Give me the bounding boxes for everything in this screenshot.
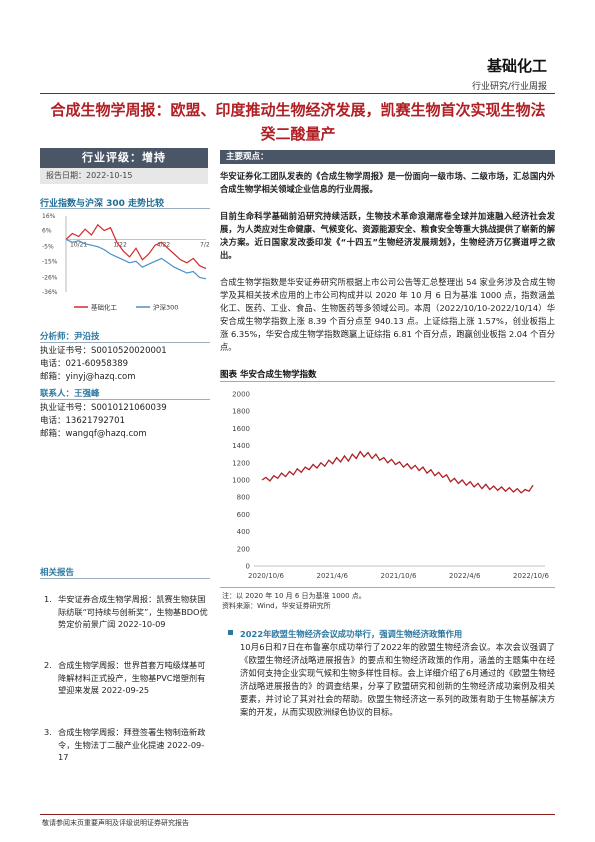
index-comparison-chart: 16%6%-5%-15%-26%-36%10/211/224/227/22基础化… [42,213,210,312]
y-tick-label: 200 [237,545,250,553]
y-tick-label: 800 [237,494,250,502]
related-report-item[interactable]: 3. 合成生物学周报：拜登签署生物制造新政令，生物法丁二酸产业化提速 2022-… [44,726,209,764]
y-tick-label: 1400 [232,442,250,450]
eu-conference-heading: 2022年欧盟生物经济会议成功举行，强调生物经济政策作用 [240,629,463,639]
related-report-number: 1. [44,594,52,604]
report-category: 基础化工 [486,57,547,75]
index-comparison-title: 行业指数与沪深 300 走势比较 [40,199,165,209]
x-tick-label: 7/22 [200,241,210,248]
related-report-text: 合成生物学周报：世界首套万吨级煤基可降解材料正式投产，生物基PVC增塑剂有望迎来… [58,660,206,695]
series-line [65,223,207,270]
y-tick-label: 2000 [232,391,250,399]
analyst-phone: 电话：021-60958389 [40,359,129,369]
report-date: 报告日期：2022-10-15 [40,168,208,184]
x-tick-label: 10/21 [70,241,87,248]
contact-label: 联系人：王强峰 [40,389,100,399]
bullet-icon [228,630,233,635]
related-report-number: 3. [44,727,52,737]
figure-divider [220,381,555,382]
series-line [65,238,207,280]
key-points-heading: 主要观点： [220,150,555,164]
y-tick-label: 0 [246,563,250,571]
x-tick-label: 1/22 [113,241,127,248]
x-tick-label: 2022/10/6 [513,572,549,580]
report-type: 行业研究/行业周报 [471,82,547,92]
intro-paragraph: 华安证券化工团队发表的《合成生物学周报》是一份面向一级市场、二级市场，汇总国内外… [220,171,555,194]
contact-email[interactable]: 邮箱：wangqf@hazq.com [40,429,147,439]
analyst-cert: 执业证书号：S0010520020001 [40,346,167,356]
contact-cert: 执业证书号：S0010121060039 [40,403,167,413]
y-tick-label: -36% [42,289,58,296]
legend-label: 基础化工 [91,303,118,312]
related-report-number: 2. [44,660,52,670]
y-tick-label: -5% [42,244,54,251]
x-tick-label: 2021/10/6 [381,572,417,580]
related-reports-title: 相关报告 [40,568,75,578]
footer-divider [40,814,555,815]
x-tick-label: 2021/4/6 [317,572,349,580]
section-divider [40,578,210,579]
section-divider [40,208,210,209]
section-divider [40,342,210,343]
y-tick-label: 600 [237,511,250,519]
x-tick-label: 2022/4/6 [449,572,481,580]
y-tick-label: 400 [237,528,250,536]
section-divider [40,399,210,400]
y-tick-label: -26% [42,274,58,281]
y-tick-label: 16% [42,213,56,220]
y-tick-label: 6% [42,228,52,235]
figure-title: 图表 华安合成生物学指数 [220,370,317,380]
y-tick-label: 1800 [232,408,250,416]
related-report-text: 华安证券合成生物学周报：凯赛生物获国际纺联“可持续与创新奖”，生物基BDO优势定… [58,594,208,629]
y-tick-label: 1600 [232,425,250,433]
background-paragraph: 目前生命科学基础前沿研究持续活跃，生物技术革命浪潮席卷全球并加速融入经济社会发展… [220,211,555,260]
analyst-email[interactable]: 邮箱：yinyj@hazq.com [40,372,136,382]
eu-conference-paragraph: 10月6日和7日在布鲁塞尔成功举行了2022年的欧盟生物经济会议。本次会议强调了… [240,642,555,717]
related-report-text: 合成生物学周报：拜登签署生物制造新政令，生物法丁二酸产业化提速 2022-09-… [58,727,206,762]
analyst-label: 分析师：尹沿技 [40,332,100,342]
figure-source: 资料来源：Wind，华安证券研究所 [222,602,331,610]
x-tick-label: 2020/10/6 [248,572,284,580]
footer-disclaimer: 敬请参阅末页重要声明及评级说明证券研究报告 [42,819,189,827]
contact-phone: 电话：13621792701 [40,416,125,426]
index-line [261,450,534,494]
industry-rating: 行业评级：增持 [40,148,208,168]
legend-label: 沪深300 [153,303,178,312]
index-summary-paragraph: 合成生物学指数是华安证券研究所根据上市公司公告等汇总整理出 54 家业务涉及合成… [220,277,555,352]
synbio-index-chart: 2000180016001400120010008006004002000202… [232,391,549,581]
y-tick-label: -15% [42,258,58,265]
y-tick-label: 1200 [232,459,250,467]
report-title: 合成生物学周报：欧盟、印度推动生物经济发展，凯赛生物首次实现生物法癸二酸量产 [50,101,546,143]
header-divider [40,93,555,94]
figure-divider [220,587,555,588]
figure-note: 注：以 2020 年 10 月 6 日为基准 1000 点。 [222,592,366,600]
related-report-item[interactable]: 1. 华安证券合成生物学周报：凯赛生物获国际纺联“可持续与创新奖”，生物基BDO… [44,593,209,631]
related-report-item[interactable]: 2. 合成生物学周报：世界首套万吨级煤基可降解材料正式投产，生物基PVC增塑剂有… [44,659,209,697]
y-tick-label: 1000 [232,477,250,485]
